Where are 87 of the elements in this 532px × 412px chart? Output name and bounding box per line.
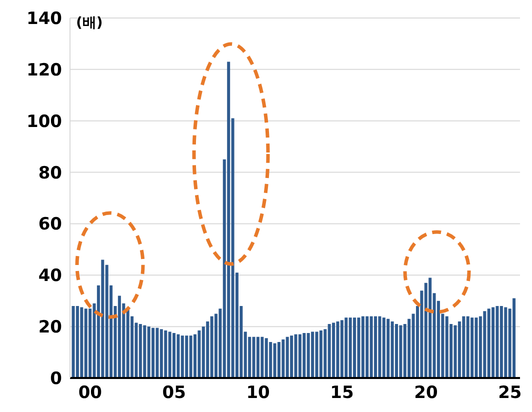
bar bbox=[382, 318, 386, 378]
bar bbox=[386, 318, 390, 378]
y-tick-label: 60 bbox=[38, 214, 62, 235]
x-tick-label: 25 bbox=[498, 383, 522, 404]
bar bbox=[306, 333, 310, 378]
y-tick-label: 120 bbox=[26, 60, 62, 80]
bar bbox=[118, 296, 121, 378]
bar bbox=[504, 307, 508, 378]
bar bbox=[474, 318, 478, 378]
bar bbox=[138, 324, 142, 378]
bar bbox=[462, 316, 466, 378]
bar bbox=[72, 306, 75, 378]
bar bbox=[512, 298, 516, 378]
bar bbox=[84, 308, 88, 378]
bar bbox=[277, 342, 280, 378]
bar bbox=[210, 316, 214, 378]
bar bbox=[156, 328, 159, 378]
bar bbox=[394, 324, 398, 378]
bar bbox=[302, 333, 306, 378]
bar bbox=[194, 334, 196, 378]
bar bbox=[492, 307, 495, 378]
bar bbox=[269, 342, 272, 378]
bar bbox=[176, 334, 180, 378]
bar bbox=[290, 336, 294, 378]
bar bbox=[428, 278, 432, 378]
bar bbox=[445, 316, 448, 378]
bar bbox=[164, 330, 168, 378]
bar bbox=[399, 325, 402, 378]
bar bbox=[319, 330, 322, 378]
bar bbox=[256, 336, 260, 378]
y-tick-label: 140 bbox=[26, 9, 62, 30]
bar bbox=[370, 316, 373, 378]
bar bbox=[198, 330, 201, 378]
bar bbox=[260, 336, 264, 378]
bar bbox=[454, 325, 457, 378]
y-tick-label: 0 bbox=[50, 369, 62, 390]
bar bbox=[500, 306, 503, 378]
bar bbox=[294, 334, 298, 378]
bar bbox=[328, 324, 331, 378]
bar bbox=[189, 336, 192, 378]
x-tick-label: 10 bbox=[246, 383, 270, 404]
bar bbox=[311, 332, 314, 378]
bar bbox=[185, 336, 188, 378]
bar bbox=[172, 333, 176, 378]
bar bbox=[344, 318, 348, 378]
bar bbox=[378, 316, 382, 378]
bar bbox=[282, 339, 285, 378]
bar bbox=[366, 316, 369, 378]
bar bbox=[76, 306, 79, 378]
bar bbox=[315, 332, 318, 378]
bar bbox=[273, 343, 276, 378]
bar bbox=[361, 316, 364, 378]
bar bbox=[143, 325, 146, 378]
bar bbox=[147, 326, 150, 378]
y-tick-label: 40 bbox=[38, 266, 62, 286]
bar bbox=[152, 328, 155, 378]
y-axis-title: (배) bbox=[76, 14, 103, 32]
bar bbox=[483, 311, 486, 378]
y-tick-label: 100 bbox=[26, 112, 62, 132]
bar bbox=[286, 336, 289, 378]
bar bbox=[264, 338, 268, 378]
bar bbox=[487, 308, 490, 378]
bar bbox=[466, 316, 470, 378]
bar bbox=[348, 318, 352, 378]
bar bbox=[160, 329, 163, 378]
x-tick-label: 20 bbox=[414, 383, 438, 404]
bar bbox=[340, 320, 344, 378]
bar bbox=[374, 316, 377, 378]
y-tick-label: 80 bbox=[38, 163, 62, 184]
bar bbox=[80, 307, 84, 378]
bar bbox=[353, 318, 356, 378]
bar bbox=[390, 321, 394, 378]
bar bbox=[336, 321, 340, 378]
x-tick-label: 00 bbox=[78, 383, 102, 404]
bar bbox=[227, 62, 230, 378]
bar bbox=[332, 322, 336, 378]
x-tick-label: 05 bbox=[162, 383, 186, 404]
bar bbox=[168, 332, 172, 378]
bar bbox=[252, 336, 256, 378]
bar bbox=[180, 336, 184, 378]
bar bbox=[470, 318, 474, 378]
bar bbox=[101, 260, 104, 378]
y-tick-label: 20 bbox=[38, 318, 62, 338]
bar bbox=[298, 334, 302, 378]
bar bbox=[357, 318, 360, 378]
x-tick-label: 15 bbox=[330, 383, 354, 404]
bar bbox=[496, 306, 499, 378]
